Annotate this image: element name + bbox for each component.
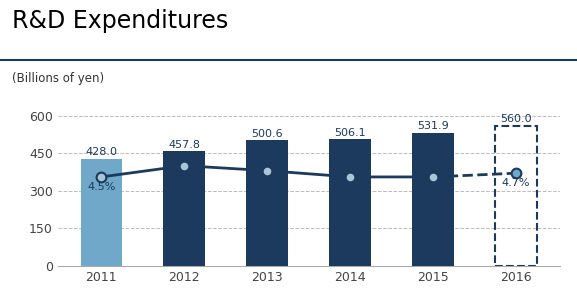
Text: 4.5%: 4.5%: [87, 182, 115, 192]
Text: 4.4%: 4.4%: [419, 182, 447, 192]
Bar: [413, 133, 454, 266]
Text: 5.2%: 5.2%: [170, 171, 198, 181]
Bar: [163, 151, 205, 266]
Text: R&D Expenditures: R&D Expenditures: [12, 9, 228, 33]
Text: 4.8%: 4.8%: [253, 176, 282, 186]
Text: 4.4%: 4.4%: [336, 182, 365, 192]
Text: 457.8: 457.8: [168, 140, 200, 150]
Text: 428.0: 428.0: [85, 147, 117, 157]
Text: (Billions of yen): (Billions of yen): [12, 72, 104, 85]
Bar: [81, 159, 122, 266]
Bar: [329, 139, 371, 266]
Text: (FY): (FY): [0, 301, 1, 302]
Text: 531.9: 531.9: [417, 121, 449, 131]
Text: 500.6: 500.6: [252, 129, 283, 139]
Bar: [246, 140, 288, 266]
Text: 560.0: 560.0: [500, 114, 532, 124]
Text: 506.1: 506.1: [334, 128, 366, 138]
Text: 4.7%: 4.7%: [502, 178, 530, 188]
